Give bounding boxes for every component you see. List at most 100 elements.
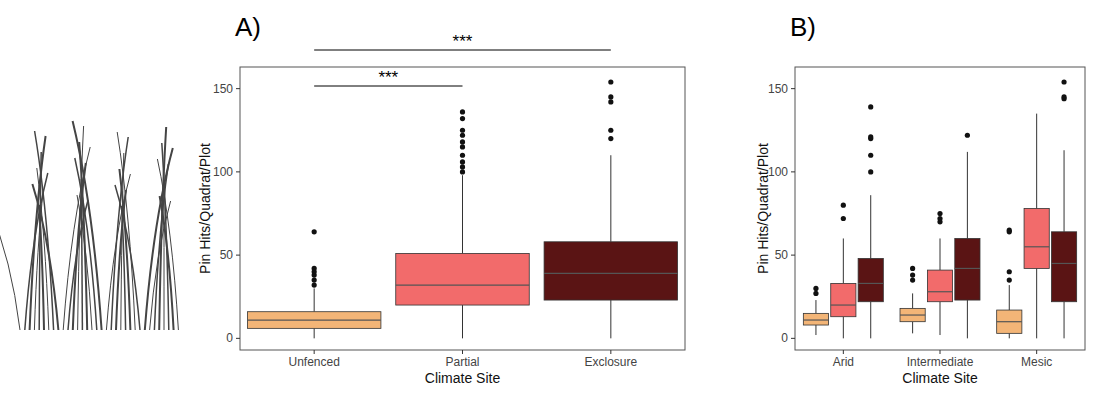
outlier [608,128,613,133]
outlier [460,169,465,174]
y-tick-label: 50 [775,248,789,262]
whisker-high [912,293,913,308]
x-tick [843,350,844,354]
outlier [460,144,465,149]
median [1024,246,1049,247]
significance-label: *** [453,32,473,51]
y-tick [236,255,240,256]
x-tick-label: Mesic [1021,355,1052,369]
grass-blade [73,121,102,330]
whisker-low [610,300,611,338]
y-tick-label: 100 [213,165,233,179]
outlier [841,203,846,208]
y-tick-label: 50 [220,248,234,262]
whisker-low [940,302,941,335]
x-axis-title: Climate Site [902,370,978,386]
x-tick-label: Arid [833,355,854,369]
x-tick-label: Partial [445,355,479,369]
grass-illustration [0,121,178,330]
median [396,284,530,285]
whisker-high [1036,114,1037,209]
outlier [868,104,873,109]
box [1024,209,1049,269]
outlier [910,277,915,282]
outlier [460,153,465,158]
outlier [460,128,465,133]
whisker-low [815,325,816,335]
box [858,258,883,301]
box [544,242,678,300]
outlier [460,164,465,169]
x-tick-label: Intermediate [907,355,974,369]
grass-blade [32,184,58,330]
outlier [1007,228,1012,233]
outlier [460,133,465,138]
outlier [312,282,317,287]
outlier [1007,277,1012,282]
median [1051,263,1076,264]
outlier [1061,94,1066,99]
grass-blade [157,159,178,330]
outlier [868,153,873,158]
whisker-high [314,288,315,311]
grass-blade [0,210,20,330]
outlier [608,136,613,141]
x-axis-title: Climate Site [425,370,501,386]
x-tick [610,350,611,354]
outlier [1007,269,1012,274]
whisker-low [1009,333,1010,338]
grass-blade [115,185,140,330]
outlier [460,159,465,164]
y-tick [791,88,795,89]
y-axis-title: Pin Hits/Quadrat/Plot [197,143,213,274]
whisker-high [815,300,816,313]
whisker-high [1009,285,1010,310]
x-tick [1036,350,1037,354]
outlier [813,291,818,296]
boxes [247,79,677,338]
median [858,283,883,284]
box [955,238,980,300]
whisker-high [843,238,844,283]
panel-letter: B) [790,12,816,42]
x-tick-label: Unfenced [288,355,339,369]
box [900,308,925,321]
y-tick [236,88,240,89]
median [831,304,856,305]
outlier [460,109,465,114]
outlier [910,266,915,271]
whisker-low [314,328,315,338]
y-tick [791,338,795,339]
y-axis-title: Pin Hits/Quadrat/Plot [755,143,771,274]
y-tick-label: 0 [781,331,788,345]
whisker-high [1064,150,1065,232]
plot-frame [240,67,685,350]
median [247,319,380,320]
median [955,268,980,269]
x-tick [314,350,315,354]
y-tick-label: 100 [768,165,788,179]
significance-label: *** [378,68,398,87]
y-tick [236,338,240,339]
box [247,312,381,329]
panel: 050100150UnfencedPartialExclosureClimate… [197,12,685,386]
outlier [312,229,317,234]
whisker-low [462,305,463,338]
whisker-low [967,300,968,338]
box [396,253,530,305]
whisker-high [462,175,463,253]
panel: 050100150AridIntermediateMesicClimate Si… [755,12,1085,386]
whisker-low [870,302,871,339]
median [997,321,1022,322]
grass-blade [160,196,174,330]
outlier [608,99,613,104]
whisker-high [870,195,871,258]
box [927,270,952,302]
median [544,273,678,274]
y-tick-label: 150 [213,82,233,96]
whisker-low [912,322,913,334]
outlier [608,94,613,99]
outlier [460,116,465,121]
whisker-low [1064,302,1065,339]
box [831,283,856,316]
